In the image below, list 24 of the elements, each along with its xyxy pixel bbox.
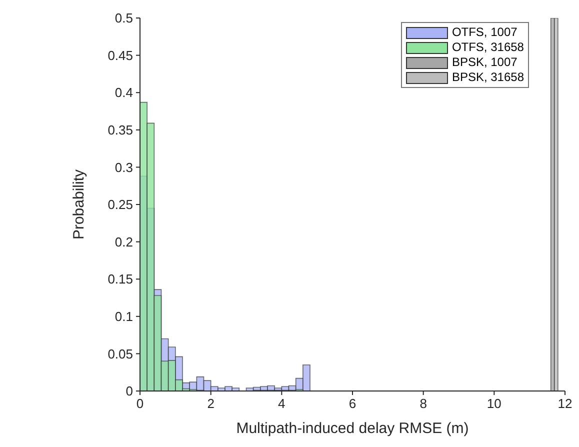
y-tick-label: 0.25 [108,197,133,212]
y-tick-label: 0.1 [114,309,133,324]
legend-label: OTFS, 1007 [452,25,518,40]
x-tick-label: 2 [207,396,214,412]
y-tick-label: 0.45 [108,48,133,63]
x-tick-label: 8 [420,396,427,412]
y-tick-label: 0.35 [108,122,133,138]
y-tick-label: 0.5 [114,10,133,26]
x-tick-label: 4 [278,396,286,412]
y-tick-label: 0.4 [114,85,133,100]
y-tick-label: 0.15 [108,272,133,287]
x-axis-title: Multipath-induced delay RMSE (m) [236,420,469,437]
y-tick-label: 0.3 [114,160,133,175]
y-tick-label: 0.05 [108,346,133,362]
x-tick-label: 10 [486,396,502,412]
y-axis-title: Probability [70,168,88,240]
y-tick-label: 0.2 [114,234,133,250]
y-tick-label: 0 [126,384,133,399]
legend-label: BPSK, 1007 [452,55,518,70]
legend-label: OTFS, 31658 [452,40,524,55]
x-tick-label: 6 [348,396,356,412]
x-tick-label: 0 [136,396,144,412]
legend-label: BPSK, 31658 [452,70,524,85]
x-tick-label: 12 [558,396,572,412]
